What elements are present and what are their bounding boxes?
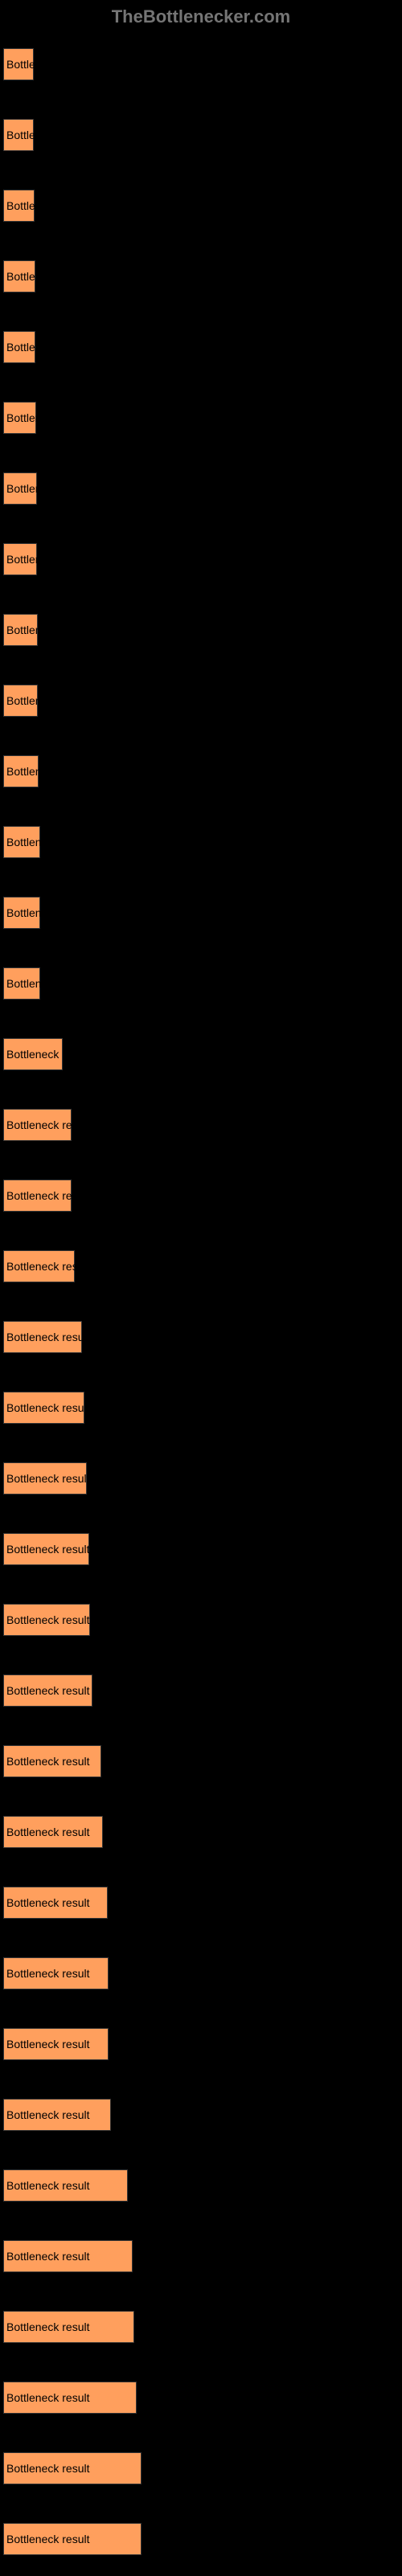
bar-row: Bottleneck result xyxy=(3,384,399,434)
bar-row: Bottleneck result xyxy=(3,950,399,1000)
bar-label: Bottleneck result xyxy=(6,331,35,363)
bar-label: Bottleneck result xyxy=(6,685,38,717)
bar-row: Bottleneck result43 xyxy=(3,2435,399,2484)
bar-row: Bottleneck result xyxy=(3,455,399,505)
bar-label: Bottleneck result xyxy=(6,1533,89,1565)
bar-row: Bottleneck result xyxy=(3,1374,399,1424)
bar-label: Bottleneck result xyxy=(6,614,38,646)
bar-row: Bottleneck result xyxy=(3,1728,399,1777)
bar-label: Bottleneck result xyxy=(6,1887,108,1919)
bar-label: Bottleneck result xyxy=(6,190,35,222)
bar-row: Bottleneck result xyxy=(3,808,399,858)
bar-row: Bottleneck result xyxy=(3,2081,399,2131)
bar-label: Bottleneck result xyxy=(6,1109,72,1141)
bar-label: Bottleneck result xyxy=(6,2240,133,2272)
bar-row: Bottleneck result xyxy=(3,1020,399,1070)
bar-value: 4 xyxy=(133,2240,142,2272)
bar-label: Bottleneck result xyxy=(6,967,40,1000)
bar-row: Bottleneck result xyxy=(3,879,399,929)
bar-label: Bottleneck result xyxy=(6,402,36,434)
bar-row: Bottleneck result4 xyxy=(3,2293,399,2343)
bar-row: Bottleneck result4 xyxy=(3,2152,399,2202)
bar-row: Bottleneck result xyxy=(3,1940,399,1989)
bar-label: Bottleneck result xyxy=(6,48,34,80)
bar-label: Bottleneck result xyxy=(6,2452,142,2484)
bar-row: Bottleneck result xyxy=(3,738,399,787)
bar-label: Bottleneck result xyxy=(6,543,37,575)
bar-row: Bottleneck result xyxy=(3,172,399,222)
bar-row: Bottleneck result xyxy=(3,1586,399,1636)
bar-row: Bottleneck result xyxy=(3,101,399,151)
bar-row: Bottleneck result xyxy=(3,1233,399,1282)
bar-row: Bottleneck result xyxy=(3,1445,399,1494)
bar-label: Bottleneck result xyxy=(6,826,40,858)
bar-row: Bottleneck result4 xyxy=(3,2505,399,2555)
bar-value: 4 xyxy=(128,2169,137,2202)
bar-label: Bottleneck result xyxy=(6,2099,111,2131)
bar-row: Bottleneck result xyxy=(3,1091,399,1141)
bar-value: 4 xyxy=(134,2311,144,2343)
bar-label: Bottleneck result xyxy=(6,1321,82,1353)
bar-label: Bottleneck result xyxy=(6,1392,84,1424)
bar-row: Bottleneck result xyxy=(3,243,399,292)
bar-label: Bottleneck result xyxy=(6,1674,92,1707)
bar-label: Bottleneck result xyxy=(6,755,39,787)
bar-label: Bottleneck result xyxy=(6,119,34,151)
bar-label: Bottleneck result xyxy=(6,897,40,929)
bar-row: Bottleneck result44 xyxy=(3,2364,399,2414)
bar-row: Bottleneck result xyxy=(3,2010,399,2060)
bar-label: Bottleneck result xyxy=(6,2382,137,2414)
bar-row: Bottleneck result xyxy=(3,1869,399,1919)
bar-label: Bottleneck result xyxy=(6,1462,87,1494)
bar-chart: Bottleneck resultBottleneck resultBottle… xyxy=(0,31,402,2555)
bar-row: Bottleneck result xyxy=(3,1303,399,1353)
bar-row: Bottleneck result xyxy=(3,1515,399,1565)
bar-value: 43 xyxy=(142,2452,158,2484)
bar-label: Bottleneck result xyxy=(6,1038,63,1070)
bar-row: Bottleneck result xyxy=(3,667,399,717)
bar-row: Bottleneck result xyxy=(3,31,399,80)
bar-label: Bottleneck result xyxy=(6,472,37,505)
bar-label: Bottleneck result xyxy=(6,260,35,292)
bar-row: Bottleneck result xyxy=(3,1798,399,1848)
bar-label: Bottleneck result xyxy=(6,2311,134,2343)
bar-value: 44 xyxy=(137,2382,153,2414)
bar-label: Bottleneck result xyxy=(6,1180,72,1212)
bar-value: 4 xyxy=(142,2523,151,2555)
watermark-text: TheBottlenecker.com xyxy=(0,0,402,31)
bar-label: Bottleneck result xyxy=(6,2523,142,2555)
bar-label: Bottleneck result xyxy=(6,1745,101,1777)
bar-row: Bottleneck result4 xyxy=(3,2222,399,2272)
bar-row: Bottleneck result xyxy=(3,596,399,646)
bar-row: Bottleneck result xyxy=(3,1162,399,1212)
bar-label: Bottleneck result xyxy=(6,1816,103,1848)
bar-label: Bottleneck result xyxy=(6,2028,109,2060)
bar-label: Bottleneck result xyxy=(6,1957,109,1989)
bar-row: Bottleneck result xyxy=(3,313,399,363)
bar-label: Bottleneck result xyxy=(6,1604,90,1636)
bar-row: Bottleneck result xyxy=(3,1657,399,1707)
bar-label: Bottleneck result xyxy=(6,2169,128,2202)
bar-row: Bottleneck result xyxy=(3,525,399,575)
bar-label: Bottleneck result xyxy=(6,1250,75,1282)
